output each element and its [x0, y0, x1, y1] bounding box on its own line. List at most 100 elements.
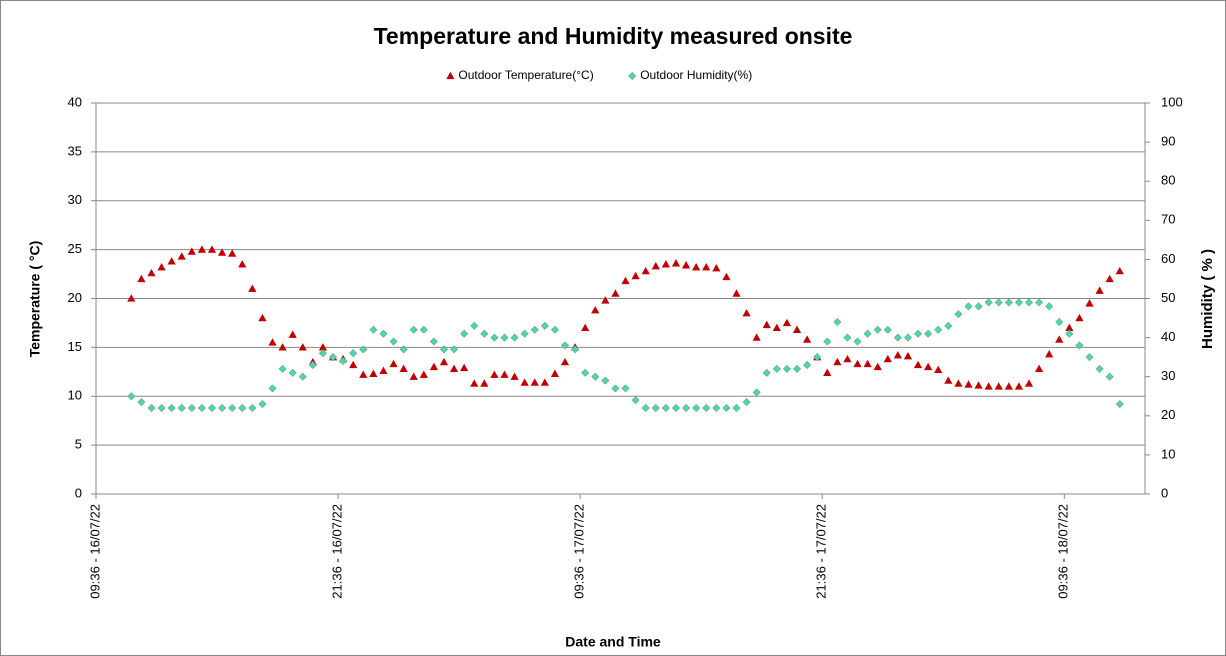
point: [439, 357, 449, 366]
point: [782, 364, 791, 373]
y2-tick-label: 60: [1161, 251, 1175, 266]
x-tick-label: 09:36 - 16/07/22: [87, 504, 102, 599]
point: [500, 370, 509, 378]
point: [207, 245, 217, 253]
point: [591, 306, 600, 314]
point: [792, 364, 802, 373]
point: [1055, 317, 1064, 326]
x-tick-label: 09:36 - 17/07/22: [572, 504, 587, 599]
y-tick-label: 25: [68, 241, 82, 256]
point: [1095, 364, 1104, 373]
point: [1085, 353, 1094, 362]
point: [550, 369, 560, 377]
point: [853, 359, 862, 368]
point: [843, 354, 852, 363]
point: [954, 310, 963, 319]
point: [359, 345, 368, 354]
point: [349, 360, 358, 369]
point: [934, 325, 943, 334]
point: [207, 403, 217, 413]
point: [823, 337, 832, 346]
y2-tick-label: 10: [1161, 446, 1175, 461]
point: [399, 364, 408, 373]
point: [762, 368, 771, 377]
point: [964, 380, 973, 388]
point: [238, 260, 247, 268]
point: [903, 351, 913, 360]
point: [873, 362, 882, 371]
point: [1075, 341, 1084, 350]
legend-marker: [628, 71, 637, 81]
point: [540, 378, 549, 386]
point: [682, 403, 691, 413]
y-tick-label: 0: [75, 485, 82, 500]
point: [571, 345, 580, 354]
point: [671, 403, 681, 413]
point: [228, 403, 237, 413]
point: [480, 329, 489, 338]
point: [581, 368, 590, 377]
point: [883, 325, 892, 334]
y-tick-label: 15: [68, 339, 82, 354]
point: [1014, 298, 1023, 307]
point: [288, 330, 297, 338]
point: [692, 263, 701, 271]
point: [238, 403, 247, 413]
point: [349, 349, 358, 358]
chart-title: Temperature and Humidity measured onsite: [374, 23, 853, 49]
point: [147, 268, 156, 277]
point: [288, 368, 297, 377]
point: [510, 333, 519, 342]
point: [429, 362, 439, 371]
point: [248, 403, 257, 413]
point: [137, 274, 146, 283]
point: [722, 403, 731, 413]
point: [873, 325, 882, 334]
point: [550, 325, 559, 334]
point: [278, 364, 287, 373]
point: [913, 360, 923, 369]
point: [732, 403, 741, 413]
point: [863, 359, 872, 368]
point: [893, 350, 902, 359]
point: [177, 252, 186, 260]
point: [167, 403, 176, 413]
point: [1105, 372, 1114, 381]
point: [298, 372, 307, 381]
point: [419, 370, 428, 378]
point: [611, 384, 620, 393]
point: [1075, 313, 1084, 322]
point: [197, 245, 207, 253]
point: [520, 378, 529, 386]
point: [752, 333, 761, 341]
legend-label: Outdoor Humidity(%): [640, 68, 752, 82]
point: [399, 345, 408, 354]
y2-tick-label: 20: [1161, 407, 1175, 422]
point: [681, 261, 691, 269]
point: [833, 317, 842, 326]
point: [802, 335, 812, 343]
point: [409, 325, 418, 334]
point: [712, 263, 721, 272]
point: [803, 360, 812, 369]
legend-marker: [446, 71, 455, 80]
point: [248, 284, 257, 292]
point: [258, 313, 267, 322]
point: [863, 329, 872, 338]
y2-tick-label: 30: [1161, 368, 1175, 383]
point: [137, 398, 146, 407]
point: [460, 363, 469, 372]
point: [187, 247, 196, 255]
point: [339, 357, 348, 366]
y-tick-label: 30: [68, 192, 82, 207]
point: [591, 372, 600, 381]
point: [187, 403, 196, 413]
point: [490, 370, 499, 378]
y-tick-label: 40: [68, 94, 82, 109]
point: [268, 338, 277, 346]
point: [1045, 349, 1054, 358]
point: [1014, 382, 1024, 390]
point: [449, 364, 459, 373]
point: [379, 366, 388, 375]
point: [994, 298, 1003, 307]
